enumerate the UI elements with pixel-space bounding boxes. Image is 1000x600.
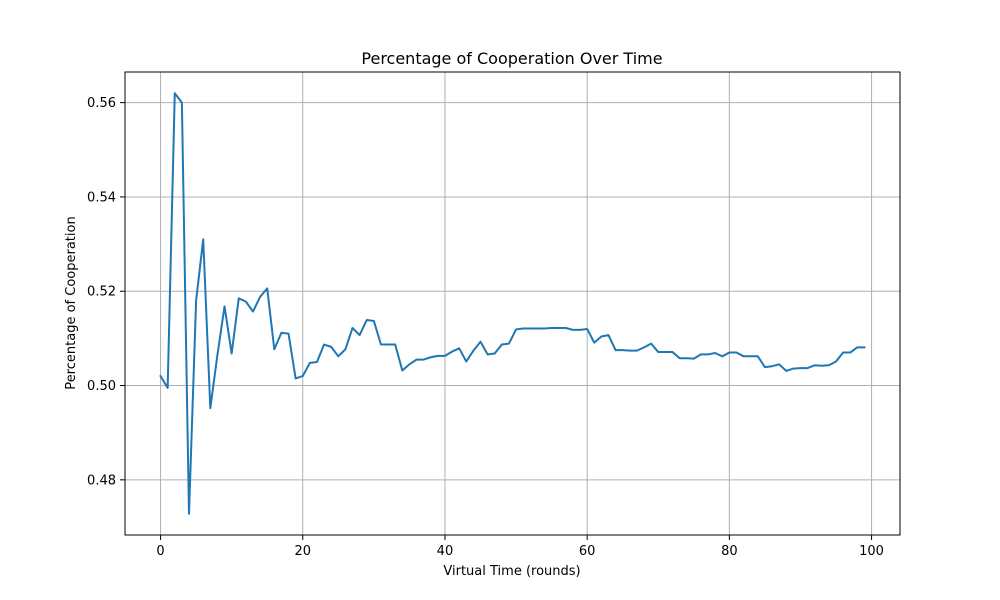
y-axis-ticks: 0.48 0.50 0.52 0.54 0.56 bbox=[87, 96, 125, 488]
grid bbox=[125, 72, 900, 535]
x-axis-ticks: 0 20 40 60 80 100 bbox=[156, 535, 884, 559]
chart-title: Percentage of Cooperation Over Time bbox=[361, 49, 662, 68]
series-layer bbox=[159, 92, 866, 515]
y-tick-label: 0.54 bbox=[87, 190, 116, 205]
series-line bbox=[159, 92, 866, 515]
y-tick-label: 0.48 bbox=[87, 473, 116, 488]
y-axis-label: Percentage of Cooperation bbox=[64, 216, 79, 389]
x-tick-label: 0 bbox=[156, 544, 164, 559]
y-tick-label: 0.56 bbox=[87, 96, 116, 111]
x-tick-label: 80 bbox=[721, 544, 738, 559]
y-tick-label: 0.50 bbox=[87, 379, 116, 394]
y-tick-label: 0.52 bbox=[87, 285, 116, 300]
x-tick-label: 60 bbox=[579, 544, 596, 559]
x-tick-label: 40 bbox=[437, 544, 454, 559]
plot-area-frame bbox=[124, 71, 901, 536]
x-axis-label: Virtual Time (rounds) bbox=[443, 564, 580, 579]
x-tick-label: 20 bbox=[294, 544, 311, 559]
x-tick-label: 100 bbox=[859, 544, 884, 559]
